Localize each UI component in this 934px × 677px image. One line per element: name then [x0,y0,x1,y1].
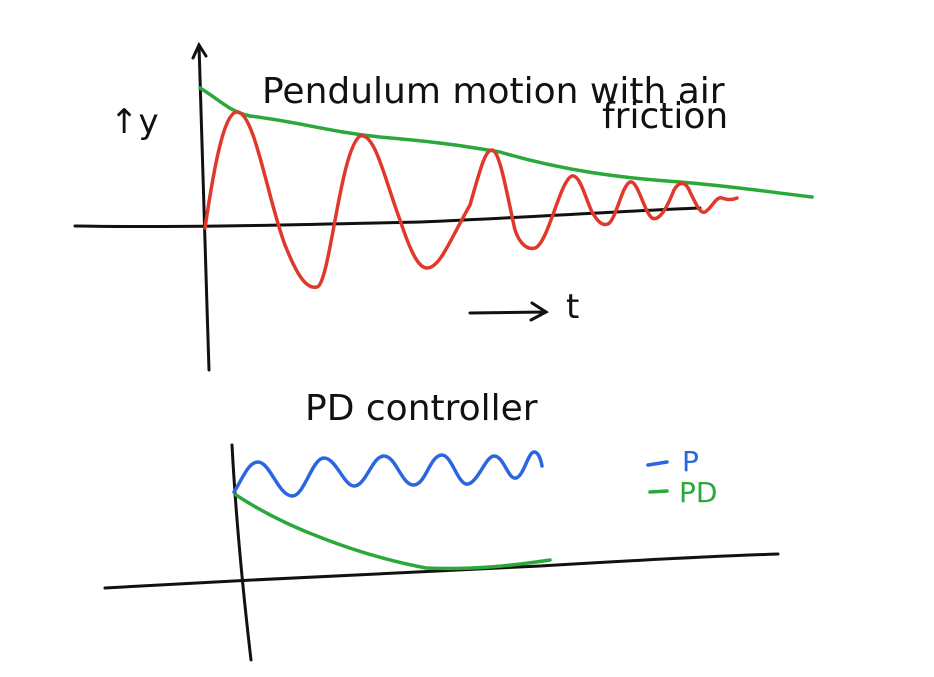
legend-swatch-pd [648,489,669,494]
legend-label-p: P [682,445,699,478]
top-x-axis [73,206,702,229]
legend: P PD [646,445,717,509]
t-arrow [468,301,549,322]
pendulum-plot: Pendulum motion with air friction ↑y t [73,41,814,372]
bottom-title: PD controller [305,388,538,429]
x-axis-label: t [566,287,579,327]
top-y-axis-arrowhead [191,41,208,60]
y-axis-label: ↑y [110,102,159,142]
legend-label-pd: PD [679,476,717,509]
pd-controller-plot: PD controller P PD [103,388,780,662]
bottom-y-axis [230,443,253,662]
p-response-curve [232,450,544,498]
pd-response-curve [234,493,552,571]
envelope-curve [198,86,814,199]
bottom-x-axis [103,552,780,590]
top-title-line1: Pendulum motion with air [262,71,725,112]
top-title-line2: friction [602,96,728,137]
top-y-axis [197,43,211,372]
pendulum-oscillation-curve [203,110,739,289]
legend-item-pd: PD [648,476,717,509]
legend-item-p: P [646,445,699,478]
legend-swatch-p [646,460,669,467]
